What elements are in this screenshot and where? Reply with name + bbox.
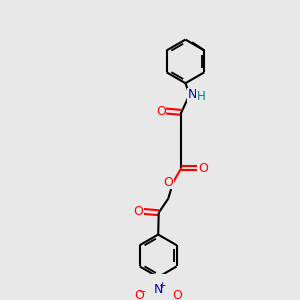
Text: O: O xyxy=(134,289,144,300)
Text: O: O xyxy=(164,176,173,189)
Text: O: O xyxy=(198,161,208,175)
Text: −: − xyxy=(138,286,146,295)
Text: O: O xyxy=(172,289,182,300)
Text: N: N xyxy=(154,283,163,296)
Text: O: O xyxy=(133,205,143,218)
Text: H: H xyxy=(196,90,206,103)
Text: O: O xyxy=(156,104,166,118)
Text: +: + xyxy=(158,281,166,290)
Text: N: N xyxy=(188,88,197,101)
